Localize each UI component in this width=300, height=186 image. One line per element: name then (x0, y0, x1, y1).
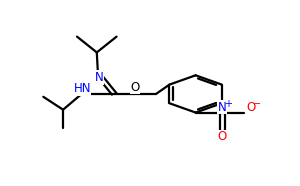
Text: N: N (218, 101, 226, 114)
Text: N: N (95, 71, 103, 84)
Text: O: O (130, 81, 140, 94)
Text: −: − (254, 99, 262, 109)
Text: +: + (224, 99, 232, 109)
Text: O: O (218, 130, 227, 143)
Text: O: O (246, 101, 256, 114)
Text: HN: HN (74, 82, 91, 95)
